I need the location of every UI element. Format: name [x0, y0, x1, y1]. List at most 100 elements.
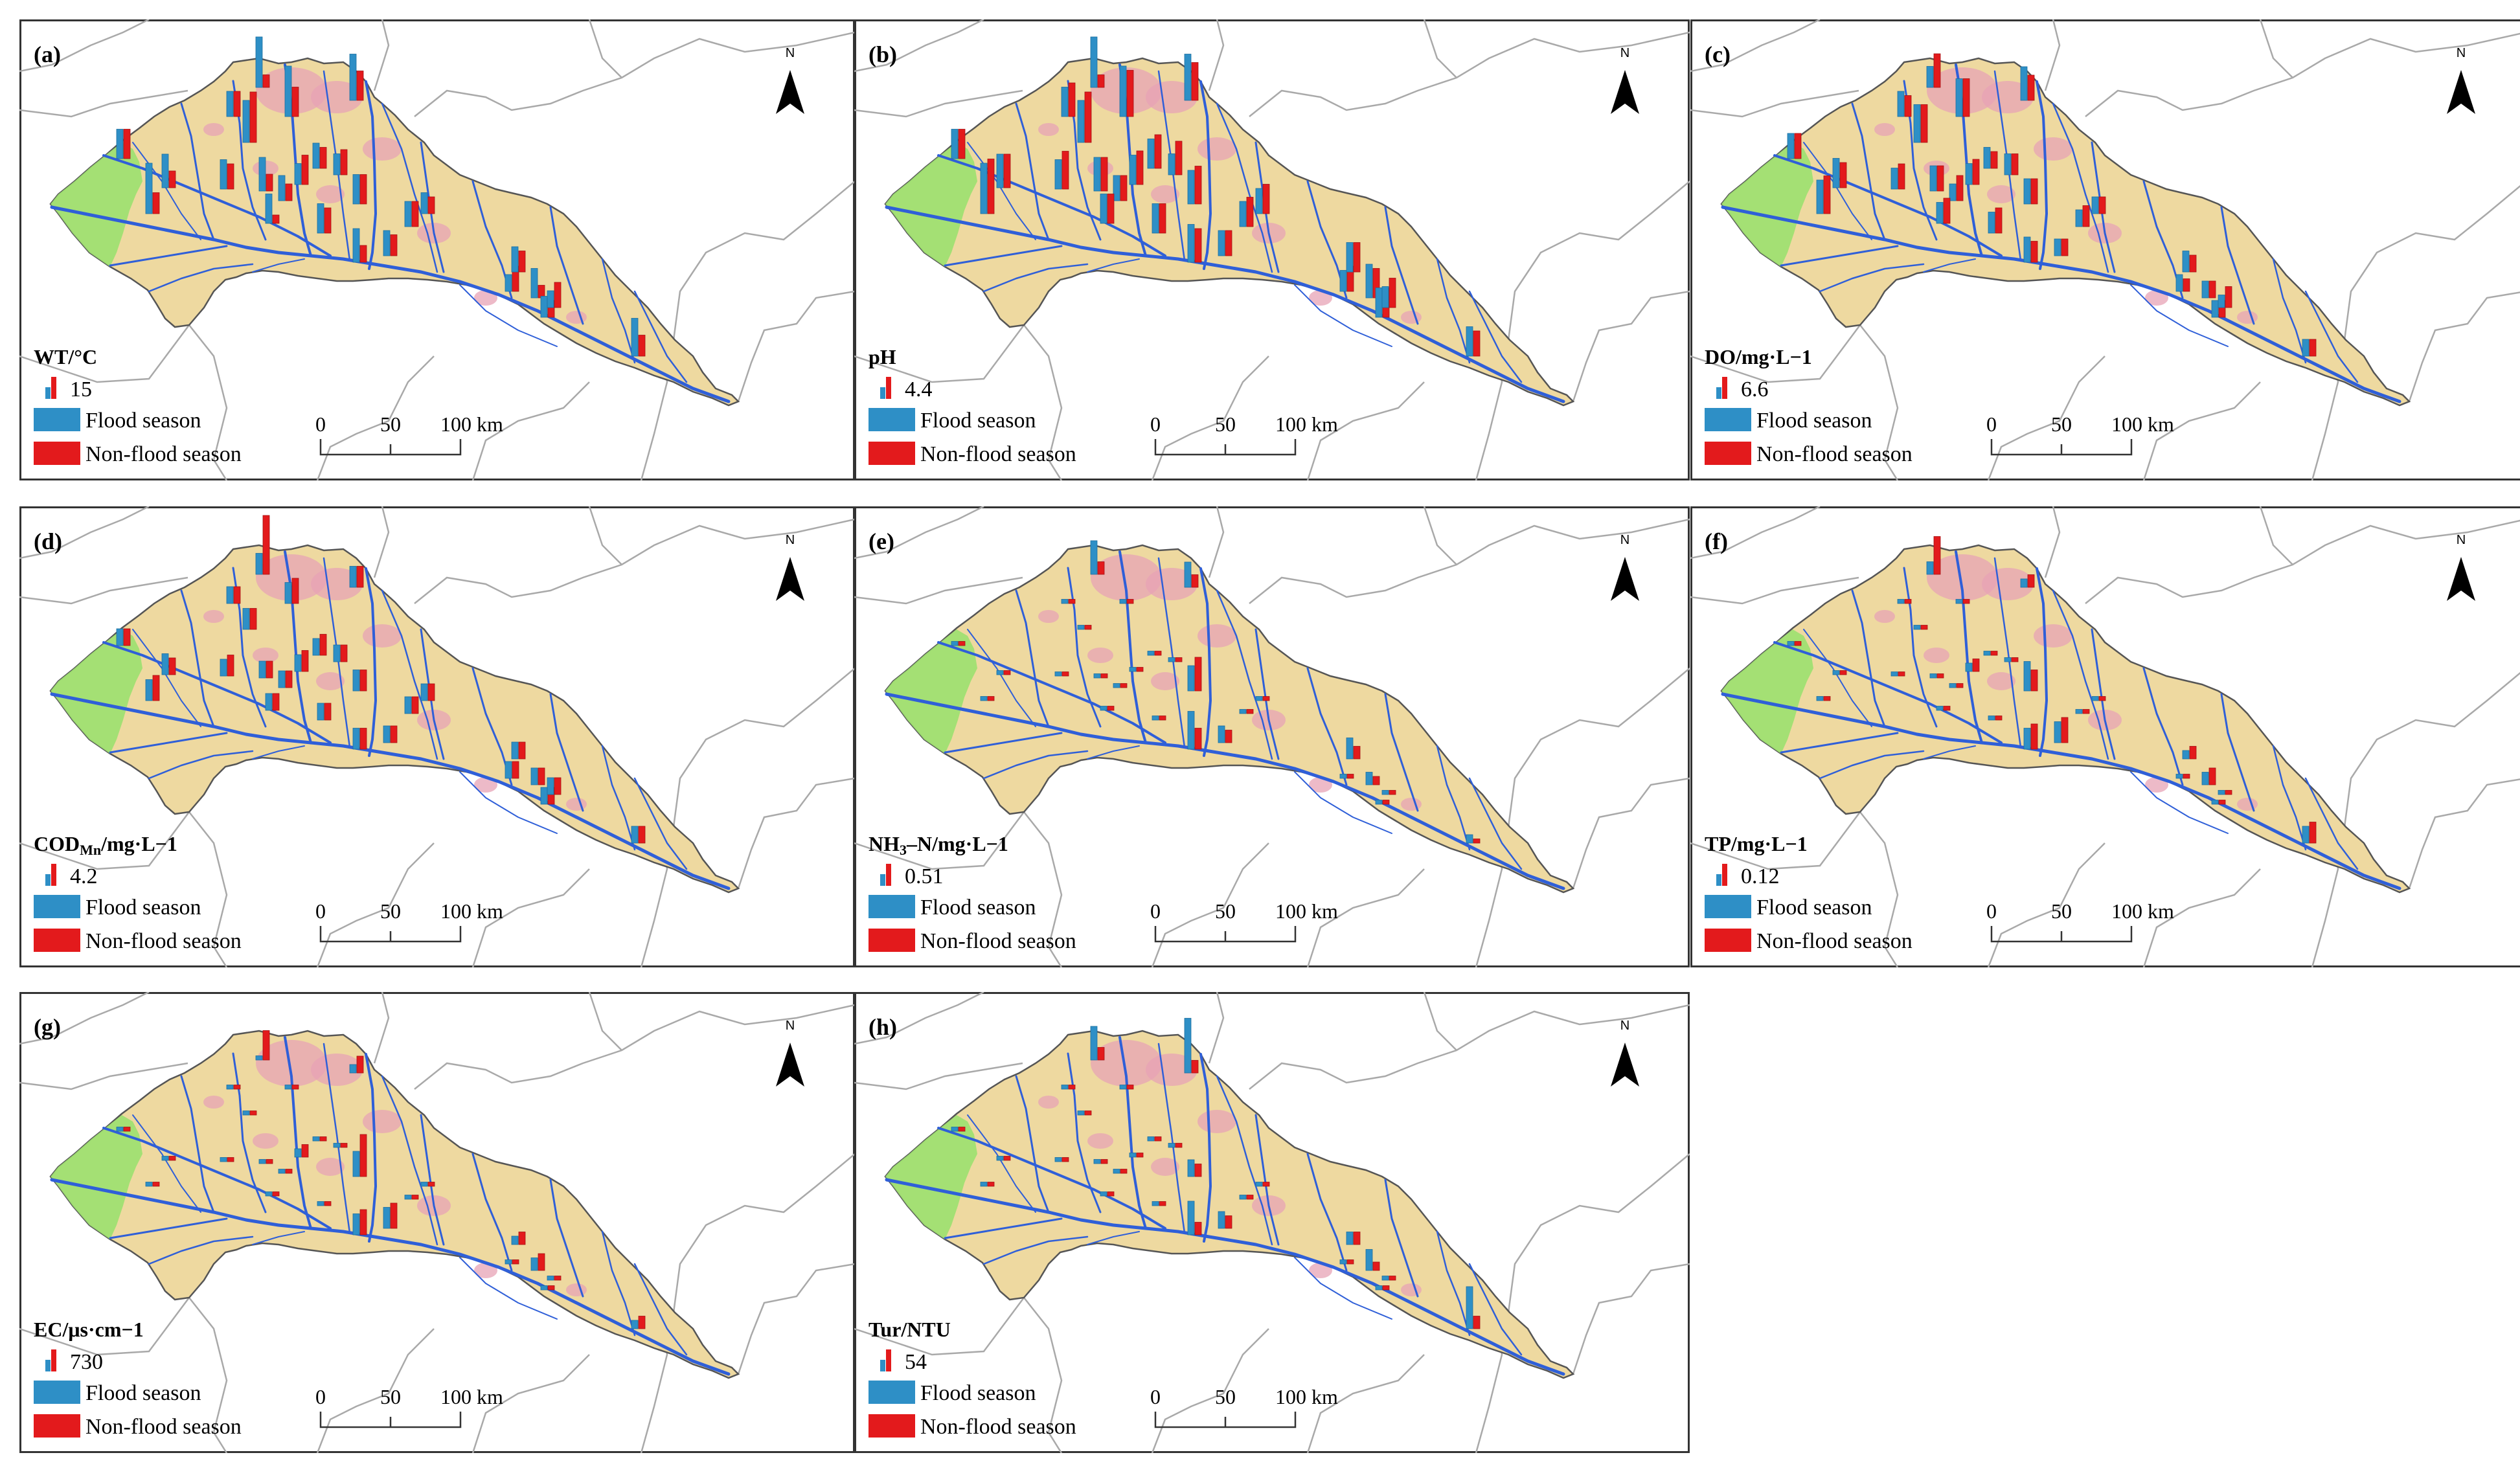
- boundary-line: [1572, 1263, 1690, 1375]
- legend-label-nonflood: Non-flood season: [920, 929, 1076, 953]
- boundary-line: [1306, 381, 1425, 480]
- non-flood-season-bar: [1154, 1136, 1162, 1142]
- non-flood-season-bar: [638, 335, 646, 357]
- upland-patch: [1924, 648, 1949, 663]
- flood-season-bar: [1255, 188, 1263, 214]
- non-flood-season-bar: [291, 578, 299, 604]
- lowland-area: [885, 142, 977, 267]
- flood-season-bar: [1239, 1195, 1247, 1200]
- non-flood-season-bar: [1839, 162, 1847, 188]
- river-line: [365, 80, 377, 270]
- non-flood-season-bar: [1382, 1285, 1390, 1291]
- north-label: N: [2457, 46, 2466, 60]
- map-canvas: (h) Tur/NTU 54 Flood season Non-flood season…: [854, 992, 1690, 1453]
- boundary-line: [471, 381, 590, 480]
- non-flood-season-bar: [1084, 91, 1092, 143]
- river-line: [1384, 693, 1419, 812]
- scale-bar-line: [1154, 439, 1297, 456]
- river-line: [967, 629, 1036, 727]
- non-flood-season-bar: [427, 683, 435, 701]
- non-flood-season-bar: [547, 1285, 555, 1291]
- upland-patch: [566, 798, 587, 811]
- flood-season-bar: [1113, 1169, 1120, 1174]
- scale-tick-100: 100 km: [440, 412, 503, 436]
- non-flood-season-bar: [987, 1182, 995, 1187]
- boundary-line: [1423, 992, 1457, 1051]
- upland-patch: [1151, 185, 1179, 203]
- non-flood-season-bar: [1107, 194, 1115, 224]
- non-flood-season-bar: [2098, 196, 2106, 214]
- variable-main: EC/μs·cm: [34, 1318, 122, 1341]
- boundary-line: [854, 506, 984, 559]
- flood-season-bar: [1926, 66, 1934, 88]
- non-flood-season-bar: [2189, 746, 2197, 760]
- legend-swatch-nonflood: [868, 1414, 915, 1438]
- river-line: [1118, 1036, 1147, 1230]
- river-line: [1436, 745, 1471, 851]
- scale-bar: 0 50 100 km: [1986, 412, 2174, 456]
- variable-main: WT/°C: [34, 345, 97, 368]
- river-line: [937, 641, 1166, 744]
- boundary-line: [2259, 506, 2293, 565]
- boundary-line: [1859, 324, 1899, 480]
- north-label: N: [786, 1019, 795, 1033]
- flood-season-bar: [242, 1111, 250, 1116]
- boundary-line: [1423, 506, 1457, 565]
- non-flood-season-bar: [538, 285, 545, 299]
- non-flood-season-bar: [2061, 238, 2069, 256]
- river-line: [1157, 557, 1186, 749]
- non-flood-season-bar: [1194, 228, 1202, 263]
- non-flood-season-bar: [1100, 673, 1108, 679]
- river-line: [633, 1263, 688, 1356]
- ref-bar-flood: [880, 874, 885, 886]
- non-flood-season-bar: [2030, 670, 2038, 692]
- river-line: [1216, 1075, 1273, 1246]
- non-flood-season-bar: [123, 628, 131, 646]
- map-panel-f: (f) TP/mg·L−1 0.12 Flood season Non-flood se…: [1690, 506, 2520, 967]
- scale-tick-0: 0: [1986, 899, 1997, 923]
- flood-season-bar: [1152, 716, 1159, 721]
- flood-season-bar: [1077, 625, 1085, 630]
- lowland-area: [51, 1115, 142, 1239]
- non-flood-season-bar: [319, 147, 327, 169]
- legend-label-flood: Flood season: [1756, 896, 1872, 919]
- map-panel-a: (a) WT/°C 15 Flood season Non-flood season 0 5…: [19, 19, 855, 480]
- flood-season-bar: [1929, 673, 1937, 679]
- north-arrow-right: [1625, 70, 1639, 114]
- flood-season-bar: [1129, 155, 1137, 185]
- flood-season-bar: [1936, 202, 1944, 224]
- river-line: [148, 1235, 254, 1265]
- flood-season-bar: [420, 192, 428, 214]
- upland-patch: [363, 137, 402, 161]
- boundary-line: [19, 89, 188, 118]
- non-flood-season-bar: [1473, 330, 1481, 357]
- scale-tick-0: 0: [315, 899, 326, 923]
- north-arrow-icon: N: [1611, 1019, 1639, 1087]
- river-line: [944, 245, 1063, 267]
- non-flood-season-bar: [168, 1156, 176, 1161]
- non-flood-season-bar: [359, 174, 367, 205]
- flood-season-bar: [1119, 599, 1127, 604]
- flood-season-bar: [1339, 774, 1347, 779]
- upland-patch: [1151, 1158, 1179, 1176]
- flood-season-bar: [1988, 212, 1995, 234]
- flood-season-bar: [1949, 183, 1957, 201]
- non-flood-season-bar: [301, 650, 309, 672]
- variable-main: DO/mg·L: [1705, 345, 1790, 368]
- flood-season-bar: [1119, 65, 1127, 117]
- north-arrow-left: [2447, 70, 2461, 114]
- variable-main: Tur/NTU: [868, 1318, 951, 1341]
- boundary-line: [1507, 1153, 1690, 1313]
- non-flood-season-bar: [1962, 78, 1970, 117]
- river-line: [1067, 1052, 1102, 1213]
- scale-bar-line: [1154, 1412, 1297, 1428]
- river-line: [601, 745, 636, 851]
- river-line: [2130, 771, 2229, 834]
- river-line: [937, 1127, 1166, 1230]
- flood-season-bar: [349, 566, 357, 588]
- flood-season-bar: [1787, 133, 1795, 159]
- non-flood-season-bar: [2061, 717, 2069, 743]
- non-flood-season-bar: [1262, 696, 1270, 701]
- flood-season-bar: [2201, 772, 2209, 785]
- flood-season-bar: [1187, 1201, 1195, 1235]
